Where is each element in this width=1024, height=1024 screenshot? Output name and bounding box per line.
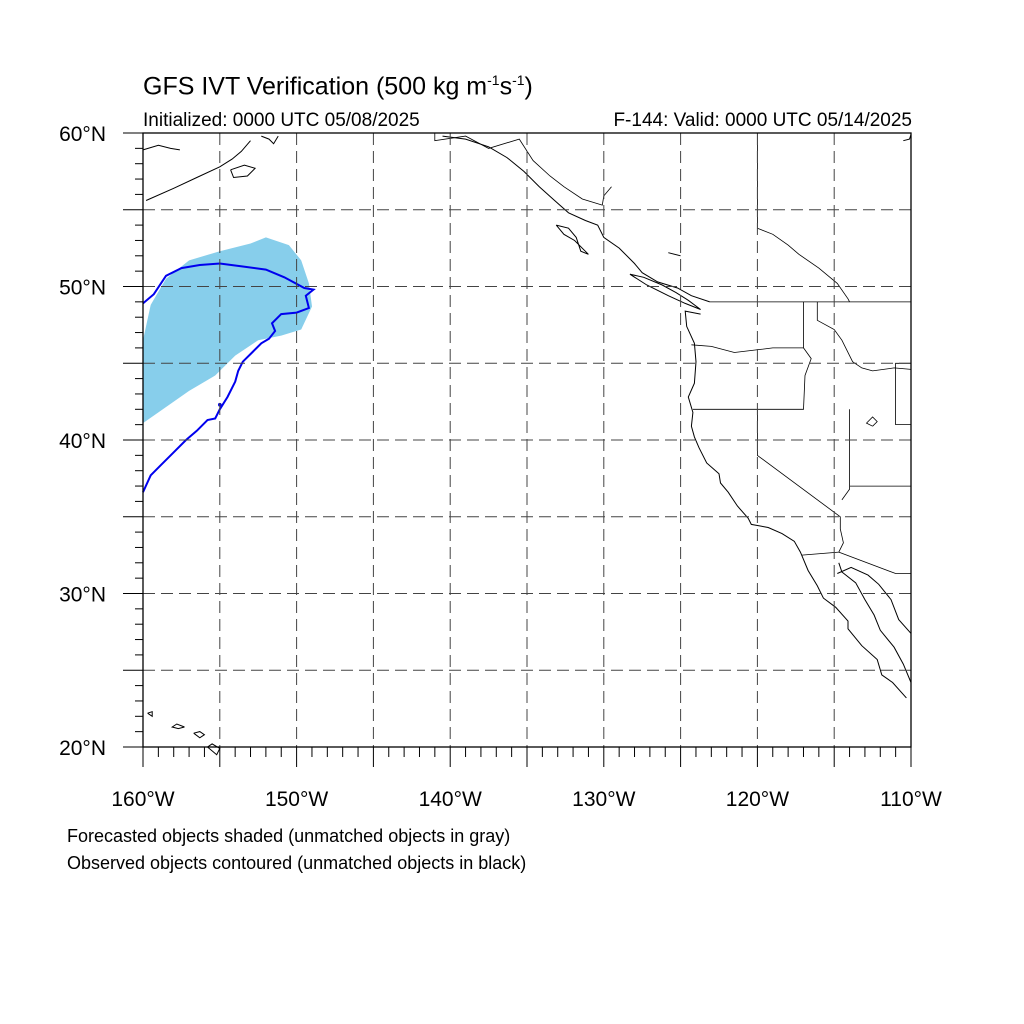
border-line bbox=[691, 344, 804, 353]
observed-object-contour bbox=[142, 262, 316, 493]
lat-label: 40°N bbox=[59, 430, 106, 453]
lon-label: 130°W bbox=[572, 788, 635, 811]
border-line bbox=[757, 409, 844, 556]
coastline bbox=[442, 135, 710, 303]
lat-lon-grid bbox=[143, 133, 911, 747]
coastline bbox=[207, 743, 221, 756]
lon-label: 140°W bbox=[419, 788, 482, 811]
border-line bbox=[841, 409, 850, 501]
border-line bbox=[816, 301, 912, 372]
coastline bbox=[838, 562, 912, 683]
coastline bbox=[230, 164, 257, 179]
coastline bbox=[170, 723, 185, 730]
border-line bbox=[434, 133, 612, 206]
forecast-note: Forecasted objects shaded (unmatched obj… bbox=[67, 826, 511, 846]
coastline bbox=[145, 140, 251, 201]
coastline bbox=[668, 252, 681, 257]
coastline bbox=[555, 224, 589, 255]
lat-label: 20°N bbox=[59, 737, 106, 760]
coastlines bbox=[142, 134, 912, 756]
lon-label: 160°W bbox=[111, 788, 174, 811]
political-borders bbox=[434, 133, 912, 574]
lat-label: 50°N bbox=[59, 277, 106, 300]
coastline bbox=[837, 566, 912, 634]
coastline bbox=[684, 310, 907, 699]
border-line bbox=[895, 362, 911, 426]
objects-layer bbox=[142, 237, 316, 493]
axis-labels: 160°W 150°W 140°W 130°W 120°W 110°W 60°N 50°N 40… bbox=[59, 123, 942, 811]
lat-label: 30°N bbox=[59, 584, 106, 607]
border-line bbox=[865, 416, 878, 427]
coastline bbox=[261, 135, 279, 145]
coastline bbox=[629, 273, 701, 310]
coastline bbox=[147, 711, 153, 718]
chart-title: GFS IVT Verification (500 kg m-1s-1) bbox=[143, 72, 533, 101]
observed-note: Observed objects contoured (unmatched ob… bbox=[67, 853, 527, 873]
lon-label: 150°W bbox=[265, 788, 328, 811]
border-line bbox=[838, 551, 911, 574]
lat-label: 60°N bbox=[59, 123, 106, 146]
coastline bbox=[193, 731, 206, 739]
border-line bbox=[692, 301, 812, 410]
coastline bbox=[142, 144, 180, 151]
lon-label: 120°W bbox=[726, 788, 789, 811]
initialized-time: Initialized: 0000 UTC 05/08/2025 bbox=[143, 110, 420, 131]
coastline bbox=[903, 134, 912, 142]
border-line bbox=[757, 133, 850, 303]
valid-time: F-144: Valid: 0000 UTC 05/14/2025 bbox=[613, 110, 912, 131]
forecast-object-shading bbox=[143, 237, 312, 424]
lon-label: 110°W bbox=[880, 788, 942, 811]
axis-ticks bbox=[123, 132, 912, 767]
